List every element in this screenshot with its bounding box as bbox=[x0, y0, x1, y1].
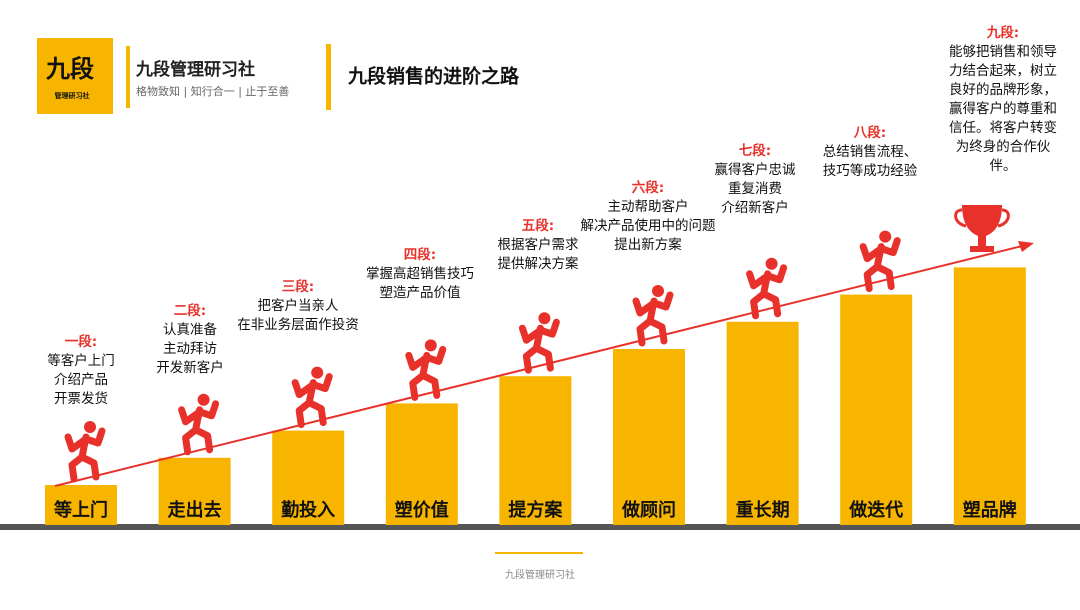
divider bbox=[126, 46, 130, 108]
step-desc: 主动拜访 bbox=[163, 341, 217, 357]
motto: 格物致知 | 知行合一 | 止于至善 bbox=[136, 84, 289, 98]
step-bar bbox=[45, 485, 117, 525]
runner-body bbox=[291, 373, 333, 429]
step-desc: 提供解决方案 bbox=[498, 255, 579, 272]
step-bar bbox=[272, 430, 345, 525]
step-desc: 提出新方案 bbox=[614, 236, 682, 253]
footer: 九段管理研习社 bbox=[505, 568, 575, 581]
runner-icon bbox=[405, 339, 447, 401]
runner-icon bbox=[291, 366, 333, 429]
step-desc: 在非业务层面作投资 bbox=[237, 317, 359, 333]
runner-head bbox=[197, 393, 210, 406]
runner-icon bbox=[64, 421, 106, 483]
step-title: 二段: bbox=[174, 302, 206, 319]
step-desc: 开票发货 bbox=[54, 390, 108, 407]
runner-icon bbox=[518, 312, 560, 374]
step-bar bbox=[613, 349, 685, 525]
runner-icon bbox=[859, 230, 901, 293]
step-label: 等上门 bbox=[54, 499, 108, 521]
runner-head bbox=[311, 366, 324, 379]
step-desc: 力结合起来，树立 bbox=[949, 63, 1057, 79]
runner-icon bbox=[746, 257, 788, 320]
runner-body bbox=[518, 318, 560, 374]
trophy bbox=[954, 205, 1010, 252]
step-title: 六段: bbox=[632, 179, 664, 196]
runner-head bbox=[652, 285, 664, 297]
runner-head bbox=[765, 257, 778, 270]
logo-sub: 管理研习社 bbox=[55, 91, 90, 100]
step-title: 五段: bbox=[522, 217, 554, 234]
step-desc: 认真准备 bbox=[163, 321, 217, 338]
runner-head bbox=[879, 230, 892, 243]
divider bbox=[326, 44, 331, 110]
step-label: 勤投入 bbox=[281, 499, 335, 521]
runner-body bbox=[405, 345, 447, 401]
step-desc: 塑造产品价值 bbox=[380, 285, 461, 301]
step-desc: 等客户上门 bbox=[47, 352, 115, 369]
step-title: 九段: bbox=[986, 24, 1019, 41]
step-title: 八段: bbox=[853, 124, 886, 141]
runner-body bbox=[178, 400, 220, 456]
step-desc: 根据客户需求 bbox=[498, 236, 579, 253]
runner-head bbox=[84, 421, 96, 433]
step-label: 做顾问 bbox=[621, 499, 676, 521]
runner-head bbox=[538, 312, 551, 325]
step-desc: 能够把销售和领导 bbox=[949, 44, 1057, 60]
runner-icon bbox=[632, 285, 674, 347]
step-desc: 伴。 bbox=[990, 158, 1017, 174]
step-desc: 介绍产品 bbox=[54, 372, 108, 388]
arrow-line bbox=[54, 245, 1023, 487]
baseline bbox=[0, 524, 1080, 530]
step-desc: 为终身的合作伙 bbox=[956, 139, 1051, 155]
step-label: 提方案 bbox=[508, 499, 563, 521]
step-bar bbox=[840, 294, 913, 525]
step-desc: 总结销售流程、 bbox=[823, 144, 918, 160]
step-bar bbox=[953, 267, 1026, 525]
step-desc: 赢得客户的尊重和 bbox=[949, 100, 1057, 117]
logo-box bbox=[37, 38, 113, 114]
runner-body bbox=[746, 264, 788, 320]
step-desc: 开发新客户 bbox=[156, 359, 224, 376]
step-desc: 信任。将客户转变 bbox=[949, 119, 1057, 136]
step-title: 一段: bbox=[65, 333, 97, 350]
step-desc: 良好的品牌形象， bbox=[949, 81, 1057, 98]
step-label: 做迭代 bbox=[848, 499, 903, 521]
runner-body bbox=[859, 237, 901, 293]
step-title: 三段: bbox=[282, 278, 314, 295]
runner-head bbox=[424, 339, 437, 352]
brand: 九段管理研习社 bbox=[135, 59, 255, 80]
step-desc: 重复消费 bbox=[728, 180, 782, 197]
footer-line bbox=[495, 552, 583, 554]
step-bar bbox=[726, 321, 799, 525]
step-bar bbox=[385, 403, 458, 525]
step-title: 七段: bbox=[739, 142, 771, 159]
step-bar bbox=[499, 376, 572, 525]
step-desc: 解决产品使用中的问题 bbox=[581, 217, 716, 234]
step-label: 塑价值 bbox=[395, 499, 449, 521]
step-bar bbox=[158, 457, 231, 525]
step-desc: 介绍新客户 bbox=[721, 199, 789, 216]
step-label: 重长期 bbox=[736, 499, 790, 521]
runner-body bbox=[64, 427, 106, 483]
step-label: 塑品牌 bbox=[963, 499, 1017, 521]
step-title: 四段: bbox=[404, 246, 436, 263]
step-desc: 主动帮助客户 bbox=[608, 198, 689, 215]
logo-text: 九段 bbox=[45, 55, 94, 83]
step-desc: 把客户当亲人 bbox=[258, 297, 339, 314]
step-desc: 掌握高超销售技巧 bbox=[366, 265, 474, 282]
arrow-head bbox=[1018, 241, 1034, 252]
step-label: 走出去 bbox=[168, 499, 222, 521]
step-desc: 赢得客户忠诚 bbox=[715, 161, 796, 178]
runner-body bbox=[632, 291, 674, 347]
title: 九段销售的进阶之路 bbox=[347, 65, 520, 88]
runner-icon bbox=[178, 393, 220, 456]
step-desc: 技巧等成功经验 bbox=[823, 162, 918, 179]
